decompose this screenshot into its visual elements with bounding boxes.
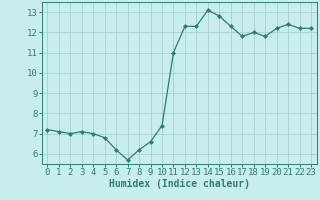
X-axis label: Humidex (Indice chaleur): Humidex (Indice chaleur) <box>109 179 250 189</box>
